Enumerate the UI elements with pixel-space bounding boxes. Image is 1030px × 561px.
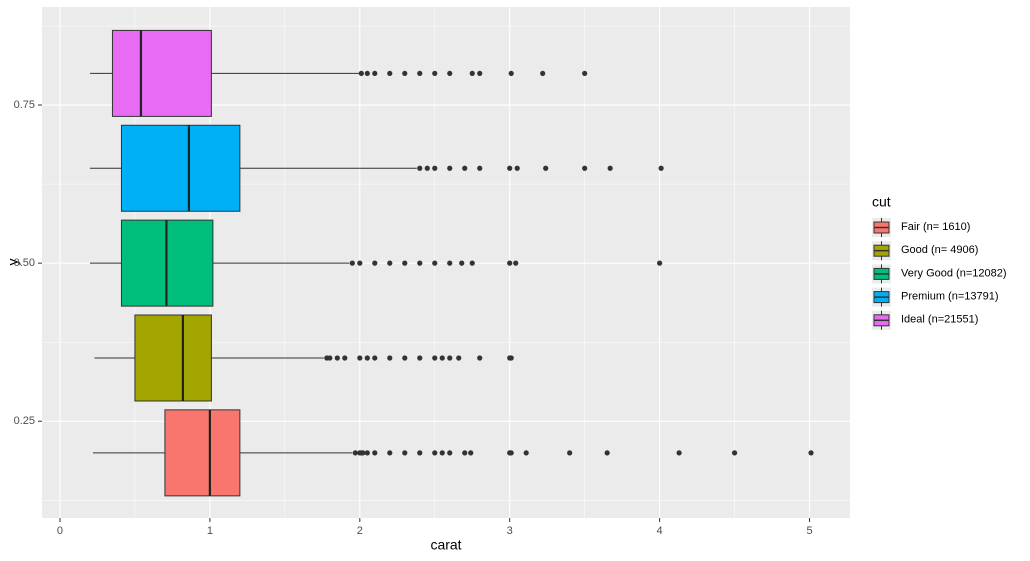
outlier (387, 70, 393, 77)
legend-label: Very Good (n=12082) (901, 267, 1007, 279)
y-tick-label: 0.50 (14, 257, 35, 269)
y-tick-label: 0.25 (14, 415, 35, 427)
outlier (469, 70, 475, 77)
outlier (459, 260, 465, 266)
outlier (447, 70, 453, 77)
outlier (456, 355, 462, 361)
outlier (543, 165, 549, 171)
x-tick-label: 3 (507, 525, 513, 537)
outlier (358, 70, 364, 77)
outlier (477, 165, 483, 171)
outlier (477, 355, 483, 361)
outlier (417, 70, 423, 77)
outlier (469, 260, 475, 266)
outlier (447, 260, 453, 266)
outlier (352, 450, 358, 456)
box (111, 29, 212, 117)
x-tick-label: 1 (207, 525, 213, 537)
outlier (657, 260, 663, 266)
outlier (342, 355, 348, 361)
outlier (514, 165, 520, 171)
y-tick-label: 0.75 (14, 99, 35, 111)
outlier (327, 355, 333, 361)
outlier (432, 450, 438, 456)
outlier (424, 165, 430, 171)
x-axis-title: carat (430, 537, 461, 553)
outlier (364, 70, 370, 77)
x-tick-label: 2 (357, 525, 363, 537)
legend-label: Ideal (n=21551) (901, 314, 978, 326)
outlier (607, 165, 613, 171)
outlier (432, 165, 438, 171)
outlier (731, 450, 738, 456)
outlier (447, 450, 453, 456)
outlier (417, 355, 423, 361)
outlier (360, 450, 366, 456)
outlier (432, 260, 438, 266)
outlier (477, 70, 483, 77)
outlier (387, 355, 393, 361)
outlier (372, 450, 378, 456)
outlier (402, 70, 408, 77)
outlier (462, 165, 468, 171)
x-tick-label: 0 (57, 525, 63, 537)
x-tick-label: 4 (657, 525, 663, 537)
outlier (372, 355, 378, 361)
outlier (523, 450, 529, 456)
outlier (676, 450, 682, 456)
outlier (508, 70, 514, 77)
outlier (372, 260, 378, 266)
outlier (462, 450, 468, 456)
outlier (432, 70, 438, 77)
legend-title: cut (872, 194, 891, 210)
outlier (513, 260, 519, 266)
outlier (417, 260, 423, 266)
legend-label: Fair (n= 1610) (901, 221, 970, 233)
outlier (417, 165, 423, 171)
outlier (372, 70, 378, 77)
outlier (604, 450, 610, 456)
outlier (808, 450, 814, 456)
outlier (658, 165, 664, 171)
outlier (432, 355, 438, 361)
outlier (387, 260, 393, 266)
outlier (417, 450, 423, 456)
outlier (387, 450, 393, 456)
outlier (507, 260, 513, 266)
outlier (402, 355, 408, 361)
outlier (468, 450, 474, 456)
box (134, 314, 212, 402)
outlier (402, 260, 408, 266)
outlier (582, 70, 588, 77)
box (164, 409, 241, 497)
outlier (508, 450, 514, 456)
outlier (582, 165, 588, 171)
outlier (447, 355, 453, 361)
outlier (364, 450, 370, 456)
outlier (540, 70, 546, 77)
outlier (357, 260, 363, 266)
legend-label: Premium (n=13791) (901, 291, 999, 303)
outlier (357, 355, 363, 361)
outlier (402, 450, 408, 456)
legend-label: Good (n= 4906) (901, 244, 978, 256)
outlier (507, 165, 513, 171)
box (120, 124, 241, 212)
outlier (349, 260, 355, 266)
outlier (439, 355, 445, 361)
outlier (439, 450, 445, 456)
x-tick-label: 5 (806, 525, 812, 537)
outlier (508, 355, 514, 361)
outlier (567, 450, 573, 456)
outlier (364, 355, 370, 361)
outlier (334, 355, 340, 361)
outlier (447, 165, 453, 171)
y-axis-title: y (5, 259, 21, 266)
